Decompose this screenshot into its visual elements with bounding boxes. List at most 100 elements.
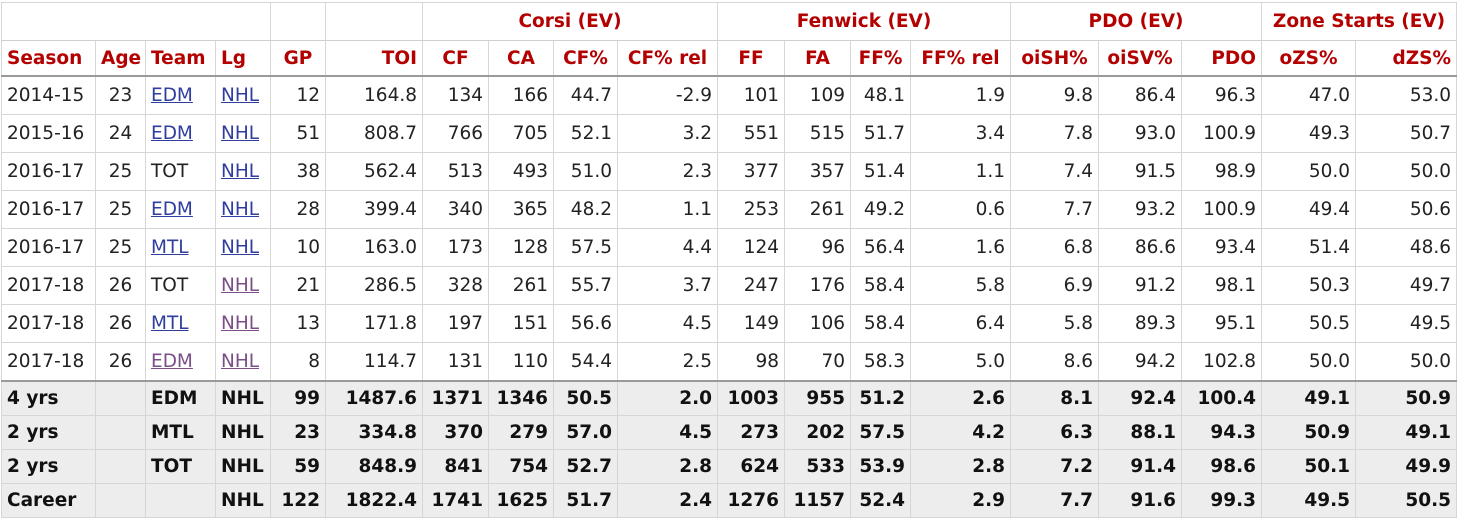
cell-lg: NHL [215, 415, 271, 450]
league-link[interactable]: NHL [221, 199, 260, 220]
cell-cf: 513 [422, 152, 489, 191]
col-header-oish-pct[interactable]: oiSH% [1010, 40, 1100, 77]
col-header-dzs-pct[interactable]: dZS% [1355, 40, 1458, 77]
cell-dzs-pct: 49.7 [1355, 266, 1458, 305]
cell-dzs-pct: 49.1 [1355, 415, 1458, 450]
cell-ff-pct-rel: 4.2 [910, 415, 1012, 450]
cell-ozs-pct: 49.4 [1261, 190, 1357, 229]
cell-pdo: 96.3 [1181, 75, 1263, 115]
col-header-gp[interactable]: GP [270, 40, 326, 77]
col-header-cf[interactable]: CF [422, 40, 489, 77]
col-header-ff-pct[interactable]: FF% [850, 40, 912, 77]
cell-toi: 334.8 [325, 415, 423, 450]
league-link[interactable]: NHL [221, 85, 260, 106]
cell-ca: 110 [488, 342, 554, 382]
cell-oisv-pct: 91.5 [1098, 152, 1183, 191]
cell-dzs-pct: 49.9 [1355, 449, 1458, 484]
cell-cf-pct-rel: 3.7 [616, 266, 719, 305]
cell-gp: 28 [270, 190, 326, 229]
team-link[interactable]: EDM [151, 351, 193, 372]
cell-ca: 365 [488, 190, 554, 229]
cell-ff-pct-rel: 6.4 [910, 304, 1012, 343]
col-header-ff-pct-rel[interactable]: FF% rel [910, 40, 1012, 77]
league-link[interactable]: NHL [221, 237, 260, 258]
cell-lg: NHL [215, 75, 271, 115]
cell-lg: NHL [215, 380, 271, 416]
group-blank-toi [325, 2, 423, 41]
col-header-lg[interactable]: Lg [215, 40, 271, 77]
col-header-pdo[interactable]: PDO [1181, 40, 1263, 77]
cell-fa: 261 [784, 190, 852, 229]
cell-cf: 328 [422, 266, 489, 305]
cell-cf: 1741 [422, 483, 489, 518]
cell-oisv-pct: 86.6 [1098, 228, 1183, 267]
col-header-cf-pct-rel[interactable]: CF% rel [616, 40, 719, 77]
team-link[interactable]: EDM [151, 85, 193, 106]
col-header-season[interactable]: Season [1, 40, 96, 77]
cell-oish-pct: 8.6 [1010, 342, 1100, 382]
cell-ff: 273 [717, 415, 786, 450]
cell-ff: 551 [717, 114, 786, 153]
col-header-cf-pct[interactable]: CF% [553, 40, 618, 77]
league-link[interactable]: NHL [221, 351, 260, 372]
summary-rows: 4 yrs EDM NHL 99 1487.6 1371 1346 50.5 2… [1, 380, 1458, 518]
league-link[interactable]: NHL [221, 313, 260, 334]
cell-cf: 1371 [422, 380, 489, 416]
cell-lg: NHL [215, 449, 271, 484]
team-link[interactable]: EDM [151, 123, 193, 144]
col-header-ff[interactable]: FF [717, 40, 786, 77]
team-link[interactable]: EDM [151, 199, 193, 220]
cell-ff-pct-rel: 2.8 [910, 449, 1012, 484]
cell-fa: 106 [784, 304, 852, 343]
league-link[interactable]: NHL [221, 275, 260, 296]
cell-oisv-pct: 93.0 [1098, 114, 1183, 153]
col-header-age[interactable]: Age [95, 40, 146, 77]
cell-ca: 151 [488, 304, 554, 343]
col-header-team[interactable]: Team [145, 40, 216, 77]
cell-team: MTL [145, 415, 216, 450]
col-header-toi[interactable]: TOI [325, 40, 423, 77]
summary-row: 4 yrs EDM NHL 99 1487.6 1371 1346 50.5 2… [1, 380, 1458, 416]
cell-ff-pct: 58.4 [850, 304, 912, 343]
cell-age: 26 [95, 342, 146, 382]
cell-dzs-pct: 49.5 [1355, 304, 1458, 343]
cell-pdo: 102.8 [1181, 342, 1263, 382]
cell-ff: 377 [717, 152, 786, 191]
cell-season: 2017-18 [1, 304, 96, 343]
cell-fa: 955 [784, 380, 852, 416]
cell-dzs-pct: 50.0 [1355, 342, 1458, 382]
team-link[interactable]: MTL [151, 313, 189, 334]
cell-ozs-pct: 50.1 [1261, 449, 1357, 484]
cell-ff-pct: 58.4 [850, 266, 912, 305]
cell-age: 25 [95, 228, 146, 267]
cell-ff: 1276 [717, 483, 786, 518]
cell-oish-pct: 7.8 [1010, 114, 1100, 153]
cell-cf: 134 [422, 75, 489, 115]
table-row: 2016-17 25 TOT NHL 38 562.4 513 493 51.0… [1, 152, 1458, 191]
cell-team: TOT [145, 152, 216, 191]
col-header-oisv-pct[interactable]: oiSV% [1098, 40, 1183, 77]
team-link[interactable]: MTL [151, 237, 189, 258]
cell-cf-pct: 54.4 [553, 342, 618, 382]
cell-ca: 754 [488, 449, 554, 484]
cell-ff: 101 [717, 75, 786, 115]
cell-pdo: 93.4 [1181, 228, 1263, 267]
league-link[interactable]: NHL [221, 161, 260, 182]
cell-oish-pct: 8.1 [1010, 380, 1100, 416]
cell-ozs-pct: 50.3 [1261, 266, 1357, 305]
cell-age [95, 483, 146, 518]
cell-toi: 286.5 [325, 266, 423, 305]
cell-pdo: 100.9 [1181, 190, 1263, 229]
cell-fa: 533 [784, 449, 852, 484]
cell-ff-pct-rel: 2.6 [910, 380, 1012, 416]
col-header-ca[interactable]: CA [488, 40, 554, 77]
col-header-fa[interactable]: FA [784, 40, 852, 77]
col-header-ozs-pct[interactable]: oZS% [1261, 40, 1357, 77]
cell-age [95, 449, 146, 484]
cell-dzs-pct: 50.5 [1355, 483, 1458, 518]
cell-cf: 766 [422, 114, 489, 153]
cell-oisv-pct: 91.2 [1098, 266, 1183, 305]
cell-season: 4 yrs [1, 380, 96, 416]
league-link[interactable]: NHL [221, 123, 260, 144]
cell-age: 26 [95, 304, 146, 343]
